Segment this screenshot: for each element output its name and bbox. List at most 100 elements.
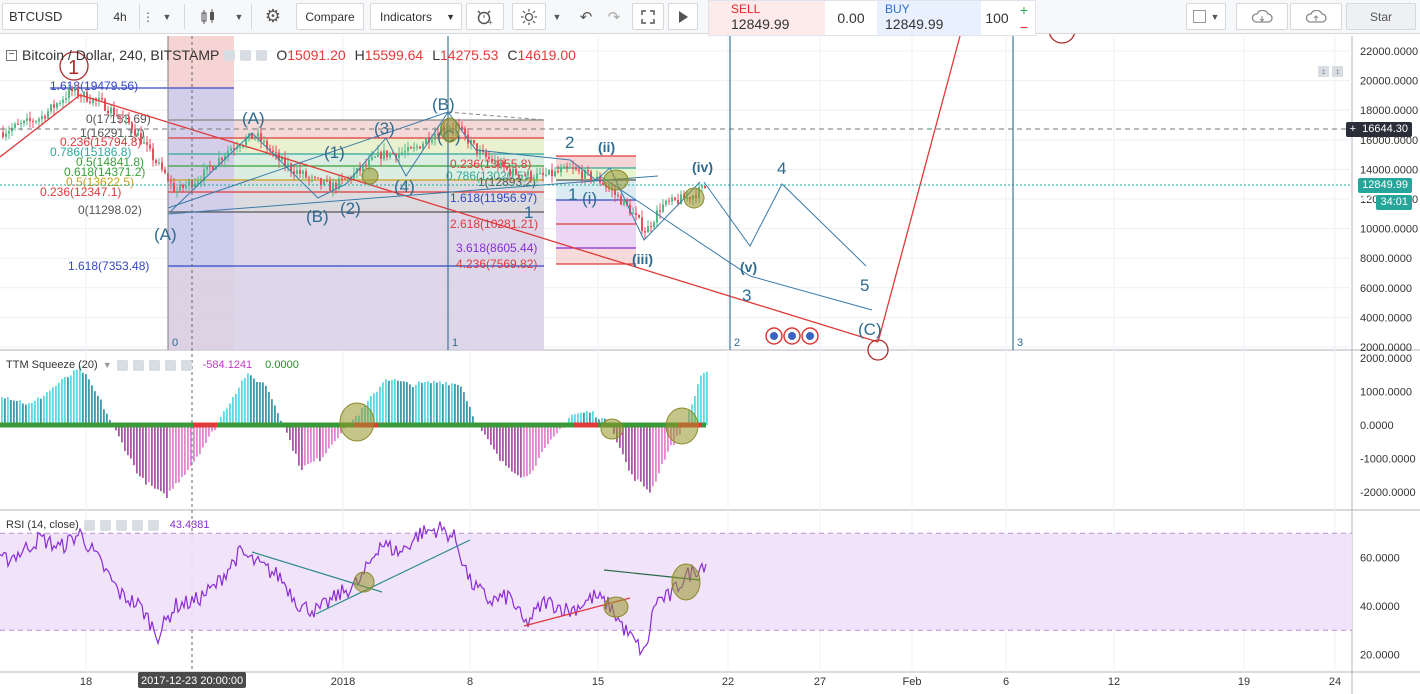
ttm-bar <box>514 425 516 474</box>
highlight-ellipse <box>603 169 629 191</box>
ttm-bar <box>175 425 177 484</box>
more-intervals-icon[interactable]: ⋮ <box>142 9 154 24</box>
ttm-bar <box>286 425 288 433</box>
ttm-bar <box>547 425 549 445</box>
close-icon[interactable] <box>147 519 159 531</box>
sell-button[interactable]: SELL 12849.99 <box>709 1 825 35</box>
ttm-bar <box>466 401 468 425</box>
quantity-field[interactable]: 100 <box>985 10 1009 26</box>
close-icon[interactable] <box>180 359 192 371</box>
ttm-bar <box>85 374 87 425</box>
plus-icon[interactable]: + <box>1349 123 1357 135</box>
replay-button[interactable] <box>512 3 546 30</box>
eye-icon[interactable] <box>224 49 236 61</box>
time-axis-tick: Feb <box>903 676 922 688</box>
candles-style-icon[interactable] <box>195 3 221 30</box>
ttm-bar <box>235 393 237 425</box>
elliott-wave-label: (4) <box>394 177 415 196</box>
ttm-bar <box>31 402 33 425</box>
more-icon[interactable] <box>131 519 143 531</box>
scale-down-icon[interactable]: ↕ <box>1332 66 1343 77</box>
symbol-search-input[interactable]: BTCUSD <box>2 3 98 30</box>
star-button[interactable]: Star <box>1346 3 1416 30</box>
chevron-down-icon[interactable]: ▼ <box>102 360 112 370</box>
chevron-down-icon[interactable]: ▼ <box>552 11 562 22</box>
candle-body <box>527 171 529 176</box>
redo-icon[interactable]: ↷ <box>607 8 621 26</box>
candle-body <box>650 226 652 228</box>
ttm-bar <box>199 425 201 455</box>
rsi-axis-tick: 20.0000 <box>1360 650 1400 662</box>
ttm-bar <box>454 383 456 425</box>
elliott-projection <box>703 181 867 267</box>
ttm-bar <box>703 372 705 425</box>
compare-button[interactable]: Compare <box>296 3 364 30</box>
ttm-bar <box>373 393 375 425</box>
source-icon[interactable] <box>148 359 160 371</box>
channel-line <box>167 175 659 215</box>
fib-label: 0(17153.69) <box>86 112 151 126</box>
settings-icon[interactable] <box>132 359 144 371</box>
interval-button[interactable]: 4h <box>104 3 136 30</box>
candle-body <box>635 212 637 215</box>
ttm-bar <box>1 397 3 425</box>
channel-line <box>167 111 449 209</box>
candle-body <box>506 167 508 170</box>
close-icon[interactable] <box>256 49 268 61</box>
chevron-down-icon[interactable]: ▼ <box>162 11 172 22</box>
candle-body <box>8 131 10 134</box>
candle-body <box>68 88 70 99</box>
ttm-bar <box>583 412 585 425</box>
more-icon[interactable] <box>164 359 176 371</box>
highlight-ellipse <box>339 402 375 442</box>
candle-body <box>416 146 418 148</box>
fib-label: 2.618(10281.21) <box>450 217 538 231</box>
candle-body <box>701 185 703 188</box>
chevron-down-icon[interactable]: ▼ <box>234 11 244 22</box>
rsi-legend: RSI (14, close) 43.4381 <box>6 519 210 531</box>
candle-body <box>134 129 136 136</box>
color-picker-button[interactable]: ▼ <box>1186 3 1226 30</box>
plus-icon[interactable]: + <box>1019 1 1029 18</box>
rsi-axis-tick: 40.0000 <box>1360 601 1400 613</box>
ttm-bar <box>142 425 144 478</box>
candle-body <box>50 104 52 112</box>
indicators-button[interactable]: Indicators ▼ <box>370 3 462 30</box>
ttm-bar <box>484 425 486 435</box>
divider <box>184 4 185 29</box>
source-icon[interactable] <box>115 519 127 531</box>
candle-body <box>626 199 628 205</box>
settings-icon[interactable] <box>240 49 252 61</box>
candle-body <box>407 147 409 152</box>
scale-up-icon[interactable]: ↕ <box>1318 66 1329 77</box>
candle-body <box>368 159 370 166</box>
settings-icon[interactable] <box>99 519 111 531</box>
ttm-bar <box>640 425 642 482</box>
candle-body <box>143 142 145 144</box>
minus-icon[interactable]: − <box>1019 18 1029 35</box>
undo-icon[interactable]: ↶ <box>579 8 593 26</box>
buy-button[interactable]: BUY 12849.99 <box>877 1 981 35</box>
candle-body <box>377 152 379 157</box>
eye-icon[interactable] <box>83 519 95 531</box>
play-icon[interactable] <box>668 3 698 30</box>
ttm-bar <box>421 382 423 425</box>
candle-body <box>341 178 343 180</box>
collapse-icon[interactable]: − <box>6 49 17 61</box>
candle-body <box>101 98 103 100</box>
alert-button[interactable]: + <box>466 3 504 30</box>
candle-body <box>209 166 211 168</box>
candle-body <box>23 120 25 124</box>
save-layout-button[interactable] <box>1290 3 1342 30</box>
load-layout-button[interactable] <box>1236 3 1288 30</box>
candle-body <box>146 142 148 145</box>
rsi-trend-line <box>315 539 471 615</box>
high-value: 15599.64 <box>364 47 424 63</box>
wave-circle-marker <box>59 51 89 81</box>
fullscreen-icon[interactable] <box>632 3 664 30</box>
candle-body <box>512 168 514 176</box>
gear-icon[interactable]: ⚙ <box>264 6 282 26</box>
price-axis-tick: 8000.0000 <box>1360 253 1412 265</box>
eye-icon[interactable] <box>116 359 128 371</box>
